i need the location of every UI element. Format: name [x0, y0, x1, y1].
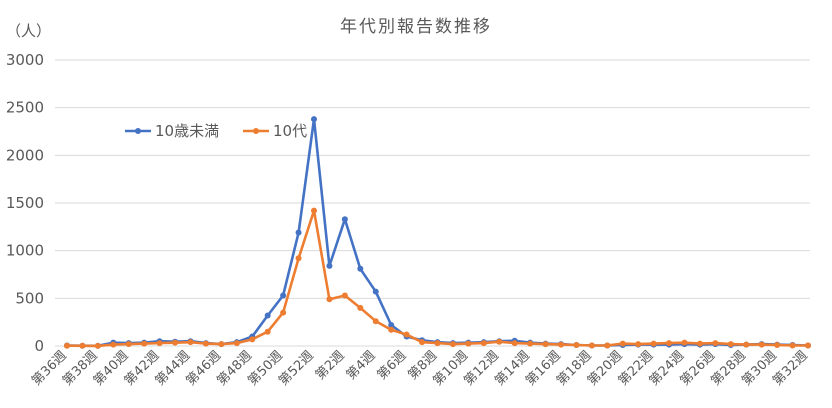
data-point [172, 339, 179, 346]
gridlines [55, 59, 810, 347]
x-tick-label: 第6週 [375, 348, 410, 383]
data-point [372, 318, 379, 325]
data-point [805, 342, 811, 349]
data-point [372, 288, 379, 295]
data-point [326, 296, 333, 303]
data-point [434, 340, 441, 347]
y-tick-label: 1000 [6, 242, 44, 260]
data-point [480, 340, 487, 347]
y-axis-unit: （人） [6, 22, 51, 40]
series-lines [64, 116, 811, 349]
data-point [311, 116, 317, 123]
data-point [249, 336, 256, 343]
data-point [449, 341, 456, 348]
y-tick-label: 1500 [6, 194, 44, 212]
data-point [233, 340, 240, 347]
legend-marker [253, 128, 259, 134]
data-point [743, 341, 750, 348]
data-point [712, 340, 719, 347]
data-point [295, 255, 302, 262]
data-point [419, 339, 426, 346]
legend-label: 10歳未満 [155, 122, 219, 140]
data-point [758, 341, 765, 348]
series-line [66, 209, 808, 348]
data-point [511, 340, 518, 347]
data-point [326, 262, 333, 269]
data-point [403, 331, 410, 338]
data-point [789, 342, 796, 349]
data-point [588, 342, 595, 349]
data-point [465, 340, 472, 347]
data-point [280, 292, 287, 299]
chart-title: 年代別報告数推移 [340, 17, 492, 37]
y-tick-label: 500 [15, 289, 44, 307]
x-axis-ticks: 第36週第38週第40週第42週第44週第46週第48週第50週第52週第2週第… [29, 348, 811, 389]
data-point [110, 341, 117, 348]
data-point [558, 341, 564, 348]
data-point [141, 340, 148, 347]
data-point [79, 342, 86, 349]
data-point [650, 340, 657, 347]
data-point [280, 309, 287, 316]
legend-label: 10代 [273, 122, 307, 140]
data-point [341, 292, 348, 299]
data-point [388, 326, 395, 333]
legend-marker [135, 128, 141, 134]
data-point [681, 339, 688, 346]
data-point [573, 342, 580, 349]
data-point [125, 341, 132, 348]
data-point [696, 340, 703, 347]
data-point [341, 216, 348, 223]
data-point [635, 341, 642, 348]
y-tick-label: 3000 [6, 51, 44, 69]
data-point [187, 339, 194, 346]
y-tick-label: 2500 [6, 99, 44, 117]
data-point [774, 342, 781, 349]
data-point [727, 341, 734, 348]
data-point [264, 312, 271, 319]
x-tick-label: 第2週 [313, 348, 348, 383]
data-point [64, 342, 70, 349]
data-point [202, 340, 209, 347]
data-point [264, 328, 271, 335]
x-tick-label: 第32週 [770, 348, 811, 389]
data-point [311, 207, 317, 214]
data-point [94, 342, 101, 349]
data-point [666, 340, 673, 347]
data-point [527, 340, 534, 347]
y-tick-label: 2000 [6, 146, 44, 164]
y-tick-label: 0 [34, 337, 44, 355]
y-axis-ticks: 0 500 1000 1500 2000 2500 3000 [6, 51, 44, 355]
x-tick-label: 第52週 [276, 348, 317, 389]
legend: 10歳未満 10代 [125, 122, 307, 140]
data-point [619, 340, 626, 347]
data-point [218, 341, 225, 348]
data-point [388, 322, 395, 329]
data-point [156, 340, 163, 347]
series-line [66, 117, 809, 348]
data-point [357, 304, 364, 311]
data-point [357, 265, 364, 272]
data-point [604, 342, 611, 349]
data-point [496, 338, 503, 345]
data-point [542, 341, 549, 348]
data-point [295, 229, 302, 236]
x-tick-label: 第4週 [344, 348, 379, 383]
